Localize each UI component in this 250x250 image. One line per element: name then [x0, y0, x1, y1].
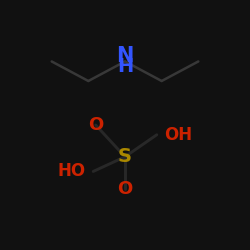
Text: HO: HO: [58, 162, 86, 180]
Text: S: S: [118, 147, 132, 166]
Text: OH: OH: [164, 126, 192, 144]
Text: N: N: [116, 46, 134, 66]
Text: O: O: [88, 116, 103, 134]
Text: H: H: [117, 57, 133, 76]
Text: O: O: [118, 180, 132, 198]
